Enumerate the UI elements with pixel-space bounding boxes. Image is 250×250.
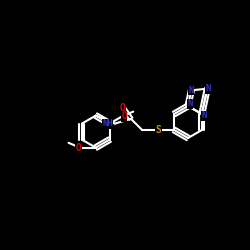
Text: N: N [189, 86, 194, 95]
Text: O: O [121, 112, 127, 122]
Text: N: N [206, 84, 211, 93]
Text: S: S [155, 125, 161, 135]
Text: O: O [76, 142, 82, 152]
Text: N: N [187, 100, 193, 108]
Text: O: O [120, 102, 126, 113]
Text: NH: NH [102, 119, 113, 128]
Text: N: N [201, 112, 206, 120]
